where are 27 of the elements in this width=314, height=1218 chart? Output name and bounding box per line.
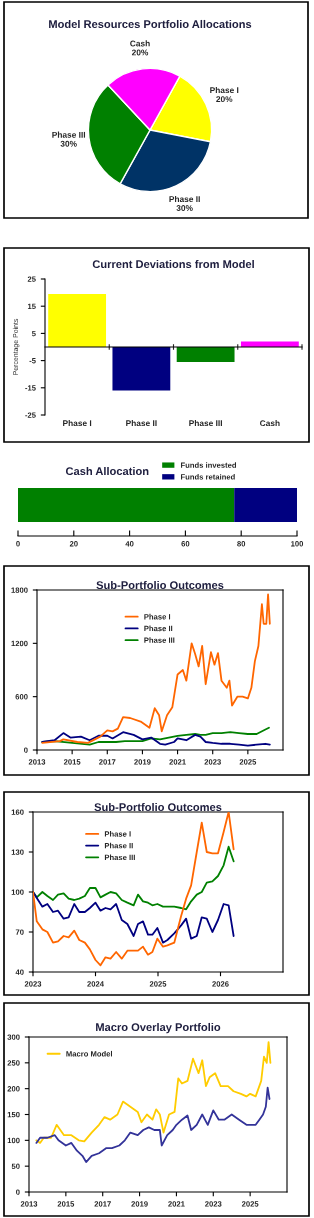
line-series	[41, 731, 271, 747]
data-label: 30%	[60, 140, 77, 147]
line-series	[33, 812, 235, 967]
chart-title: Cash Allocation	[65, 466, 149, 476]
data-label: 20%	[131, 49, 149, 56]
line-series	[41, 593, 271, 744]
chart-title: Model Resources Portfolio Allocations	[49, 19, 252, 29]
chart-title: Sub-Portfolio Outcomes	[94, 802, 222, 812]
chart-title: Sub-Portfolio Outcomes	[96, 580, 224, 590]
chart-title: Current Deviations from Model	[92, 259, 254, 269]
x-tick-label: Cash	[260, 420, 280, 427]
x-tick-label: Phase I	[63, 420, 92, 427]
x-tick-label: Phase III	[189, 420, 222, 427]
line-series	[33, 891, 235, 944]
slice-label: Phase II	[169, 195, 200, 202]
data-label: 20%	[216, 96, 233, 103]
chart-title: Macro Overlay Portfolio	[96, 1022, 221, 1034]
slice-label: Phase III	[52, 131, 86, 138]
slice-label: Phase I	[210, 87, 239, 94]
line-series	[35, 1086, 271, 1163]
bar	[176, 347, 235, 362]
bar	[48, 293, 107, 347]
slice-label: Cash	[130, 40, 150, 47]
data-label: 30%	[176, 205, 193, 211]
x-tick-label: Phase II	[126, 420, 157, 427]
bar	[112, 347, 171, 391]
line-series	[35, 1041, 272, 1144]
